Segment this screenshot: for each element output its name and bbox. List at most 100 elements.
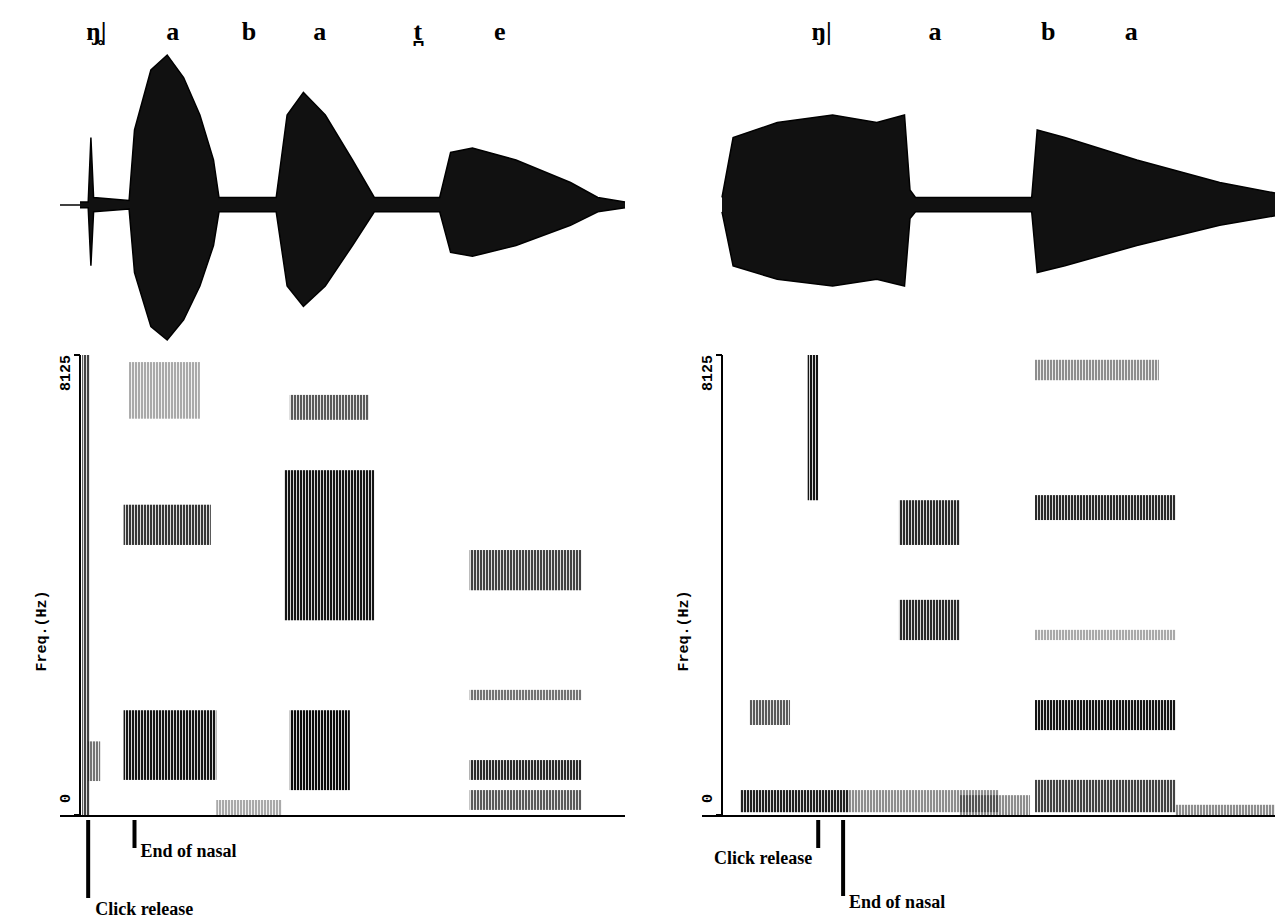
band-stripes — [1175, 805, 1275, 815]
segment-label: e — [494, 17, 506, 46]
annotation: End of nasal — [849, 892, 945, 912]
y-axis-title: Freq.(Hz) — [676, 590, 693, 671]
baseline — [60, 204, 80, 206]
band-stripes — [960, 795, 1030, 815]
y-axis-title: Freq.(Hz) — [34, 590, 51, 671]
band-shade — [88, 741, 100, 781]
y-tick-label: 0 — [58, 794, 75, 803]
band-stripes — [216, 800, 281, 815]
panel: ŋ̥| a b a t̪ e 0 8125 Freq.(Hz) Click release End … — [34, 17, 625, 919]
annotation: Click release — [95, 899, 193, 919]
band — [1035, 495, 1175, 520]
waveform-lower — [80, 208, 625, 340]
spectrogram — [82, 355, 581, 815]
annotation: Click release — [714, 848, 812, 868]
band-shade — [290, 395, 369, 420]
band — [1035, 780, 1175, 812]
band — [808, 355, 819, 500]
band — [470, 690, 582, 700]
band-stripes — [750, 700, 790, 725]
band — [216, 800, 281, 815]
band-shade — [470, 760, 582, 780]
band-stripes — [124, 505, 211, 545]
annotation: End of nasal — [141, 841, 237, 861]
band — [129, 362, 200, 419]
band-shade — [740, 790, 849, 812]
band-stripes — [1035, 495, 1175, 520]
band — [290, 395, 369, 420]
band-stripes — [1035, 360, 1159, 380]
segment-label: a — [166, 17, 179, 46]
band-shade — [899, 600, 960, 640]
band-shade — [284, 470, 374, 620]
x-axis — [60, 815, 625, 817]
band — [750, 700, 790, 725]
y-axis — [79, 355, 81, 815]
band-stripes — [470, 790, 582, 810]
band — [1035, 700, 1175, 730]
segment-label: ŋ̥| — [86, 17, 106, 46]
y-tick-label: 0 — [700, 794, 717, 803]
band-shade — [1035, 780, 1175, 812]
segment-label: b — [1041, 17, 1055, 46]
figure: ŋ̥| a b a t̪ e 0 8125 Freq.(Hz) Click release End … — [0, 0, 1281, 922]
segment-label: ŋ| — [811, 17, 831, 46]
band-stripes — [124, 710, 217, 780]
band-shade — [124, 710, 217, 780]
band — [899, 500, 960, 545]
band-shade — [129, 362, 200, 419]
band-stripes — [470, 550, 582, 590]
band — [470, 550, 582, 590]
band-shade — [1035, 360, 1159, 380]
band — [1035, 630, 1175, 640]
y-tick — [74, 814, 80, 816]
y-tick-label: 8125 — [58, 355, 75, 391]
band — [124, 505, 211, 545]
waveform-lower — [722, 212, 1275, 286]
band-stripes — [290, 395, 369, 420]
waveform-upper — [80, 55, 625, 202]
segment-label: a — [313, 17, 326, 46]
annotation-marker — [86, 820, 90, 898]
band — [960, 795, 1030, 815]
band-shade — [899, 500, 960, 545]
band-stripes — [470, 760, 582, 780]
panel: ŋ|aba08125Freq.(Hz)Click releaseEnd of n… — [676, 17, 1275, 912]
band-shade — [750, 700, 790, 725]
band-shade — [470, 790, 582, 810]
band-stripes — [1035, 700, 1175, 730]
segment-label: a — [1125, 17, 1138, 46]
band-stripes — [1035, 780, 1175, 812]
band-stripes — [899, 600, 960, 640]
band — [88, 741, 100, 781]
y-axis — [721, 355, 723, 815]
band-stripes — [740, 790, 849, 812]
band-stripes — [88, 741, 100, 781]
band-stripes — [290, 710, 350, 790]
y-tick — [716, 814, 722, 816]
band-shade — [216, 800, 281, 815]
band-shade — [1175, 805, 1275, 815]
band — [899, 600, 960, 640]
segment-label: b — [242, 17, 256, 46]
band-stripes — [284, 470, 374, 620]
waveform-fill — [80, 55, 625, 340]
band — [1035, 360, 1159, 380]
segment-label: t̪ — [414, 17, 424, 46]
band-shade — [470, 690, 582, 700]
segment-label: a — [928, 17, 941, 46]
band-shade — [1035, 700, 1175, 730]
band — [284, 470, 374, 620]
annotation-marker — [841, 820, 845, 896]
band-stripes — [470, 690, 582, 700]
band — [1175, 805, 1275, 815]
annotation-marker — [816, 820, 820, 848]
band — [124, 710, 217, 780]
waveform-fill — [722, 115, 1275, 286]
band-stripes — [1035, 630, 1175, 640]
band — [470, 760, 582, 780]
band-shade — [124, 505, 211, 545]
x-axis — [702, 815, 1275, 817]
waveform-upper — [722, 115, 1275, 198]
waveform — [722, 115, 1275, 286]
